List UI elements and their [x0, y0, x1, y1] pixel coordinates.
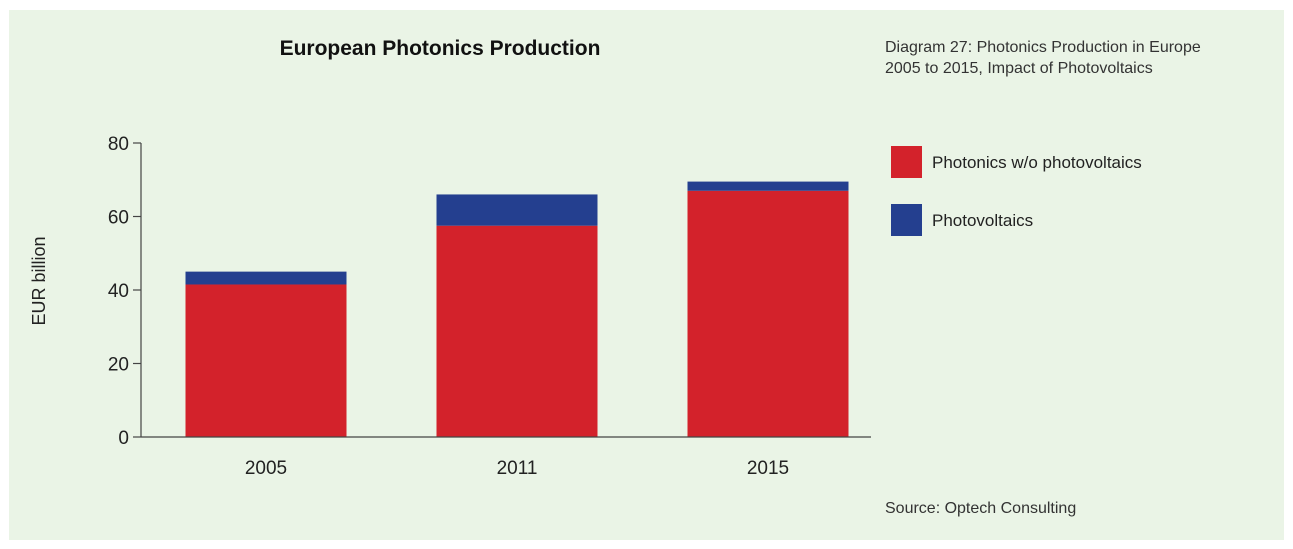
source-note: Source: Optech Consulting [885, 500, 1076, 517]
x-category-label: 2011 [497, 458, 538, 479]
y-tick-label: 20 [108, 355, 129, 376]
legend: Photonics w/o photovoltaics Photovoltaics [891, 146, 1142, 236]
x-category-label: 2005 [245, 458, 287, 479]
legend-label: Photonics w/o photovoltaics [932, 153, 1142, 172]
x-axis-labels: 2005 2011 2015 [245, 458, 789, 479]
bars-group [185, 181, 849, 437]
bar-2005-photonics [185, 284, 347, 437]
bar-2015-photovoltaics [687, 181, 849, 191]
bar-2011-photonics [436, 225, 598, 437]
caption-line-1: Diagram 27: Photonics Production in Euro… [885, 39, 1201, 56]
x-category-label: 2015 [747, 458, 789, 479]
bar-2011-photovoltaics [436, 194, 598, 226]
y-axis-title: EUR billion [29, 236, 49, 325]
y-axis-ticks: 0 20 40 60 80 [108, 134, 141, 449]
chart-canvas: European Photonics Production Diagram 27… [29, 37, 1201, 517]
legend-swatch [891, 204, 922, 236]
caption-line-2: 2005 to 2015, Impact of Photovoltaics [885, 60, 1153, 77]
legend-swatch [891, 146, 922, 178]
chart-figure: European Photonics Production Diagram 27… [9, 10, 1284, 540]
y-tick-label: 60 [108, 208, 129, 229]
bar-2005-photovoltaics [185, 271, 347, 285]
legend-label: Photovoltaics [932, 211, 1033, 230]
bar-2015-photonics [687, 190, 849, 437]
y-tick-label: 0 [118, 428, 129, 449]
y-tick-label: 40 [108, 281, 129, 302]
y-tick-label: 80 [108, 134, 129, 155]
chart-title: European Photonics Production [280, 37, 601, 60]
